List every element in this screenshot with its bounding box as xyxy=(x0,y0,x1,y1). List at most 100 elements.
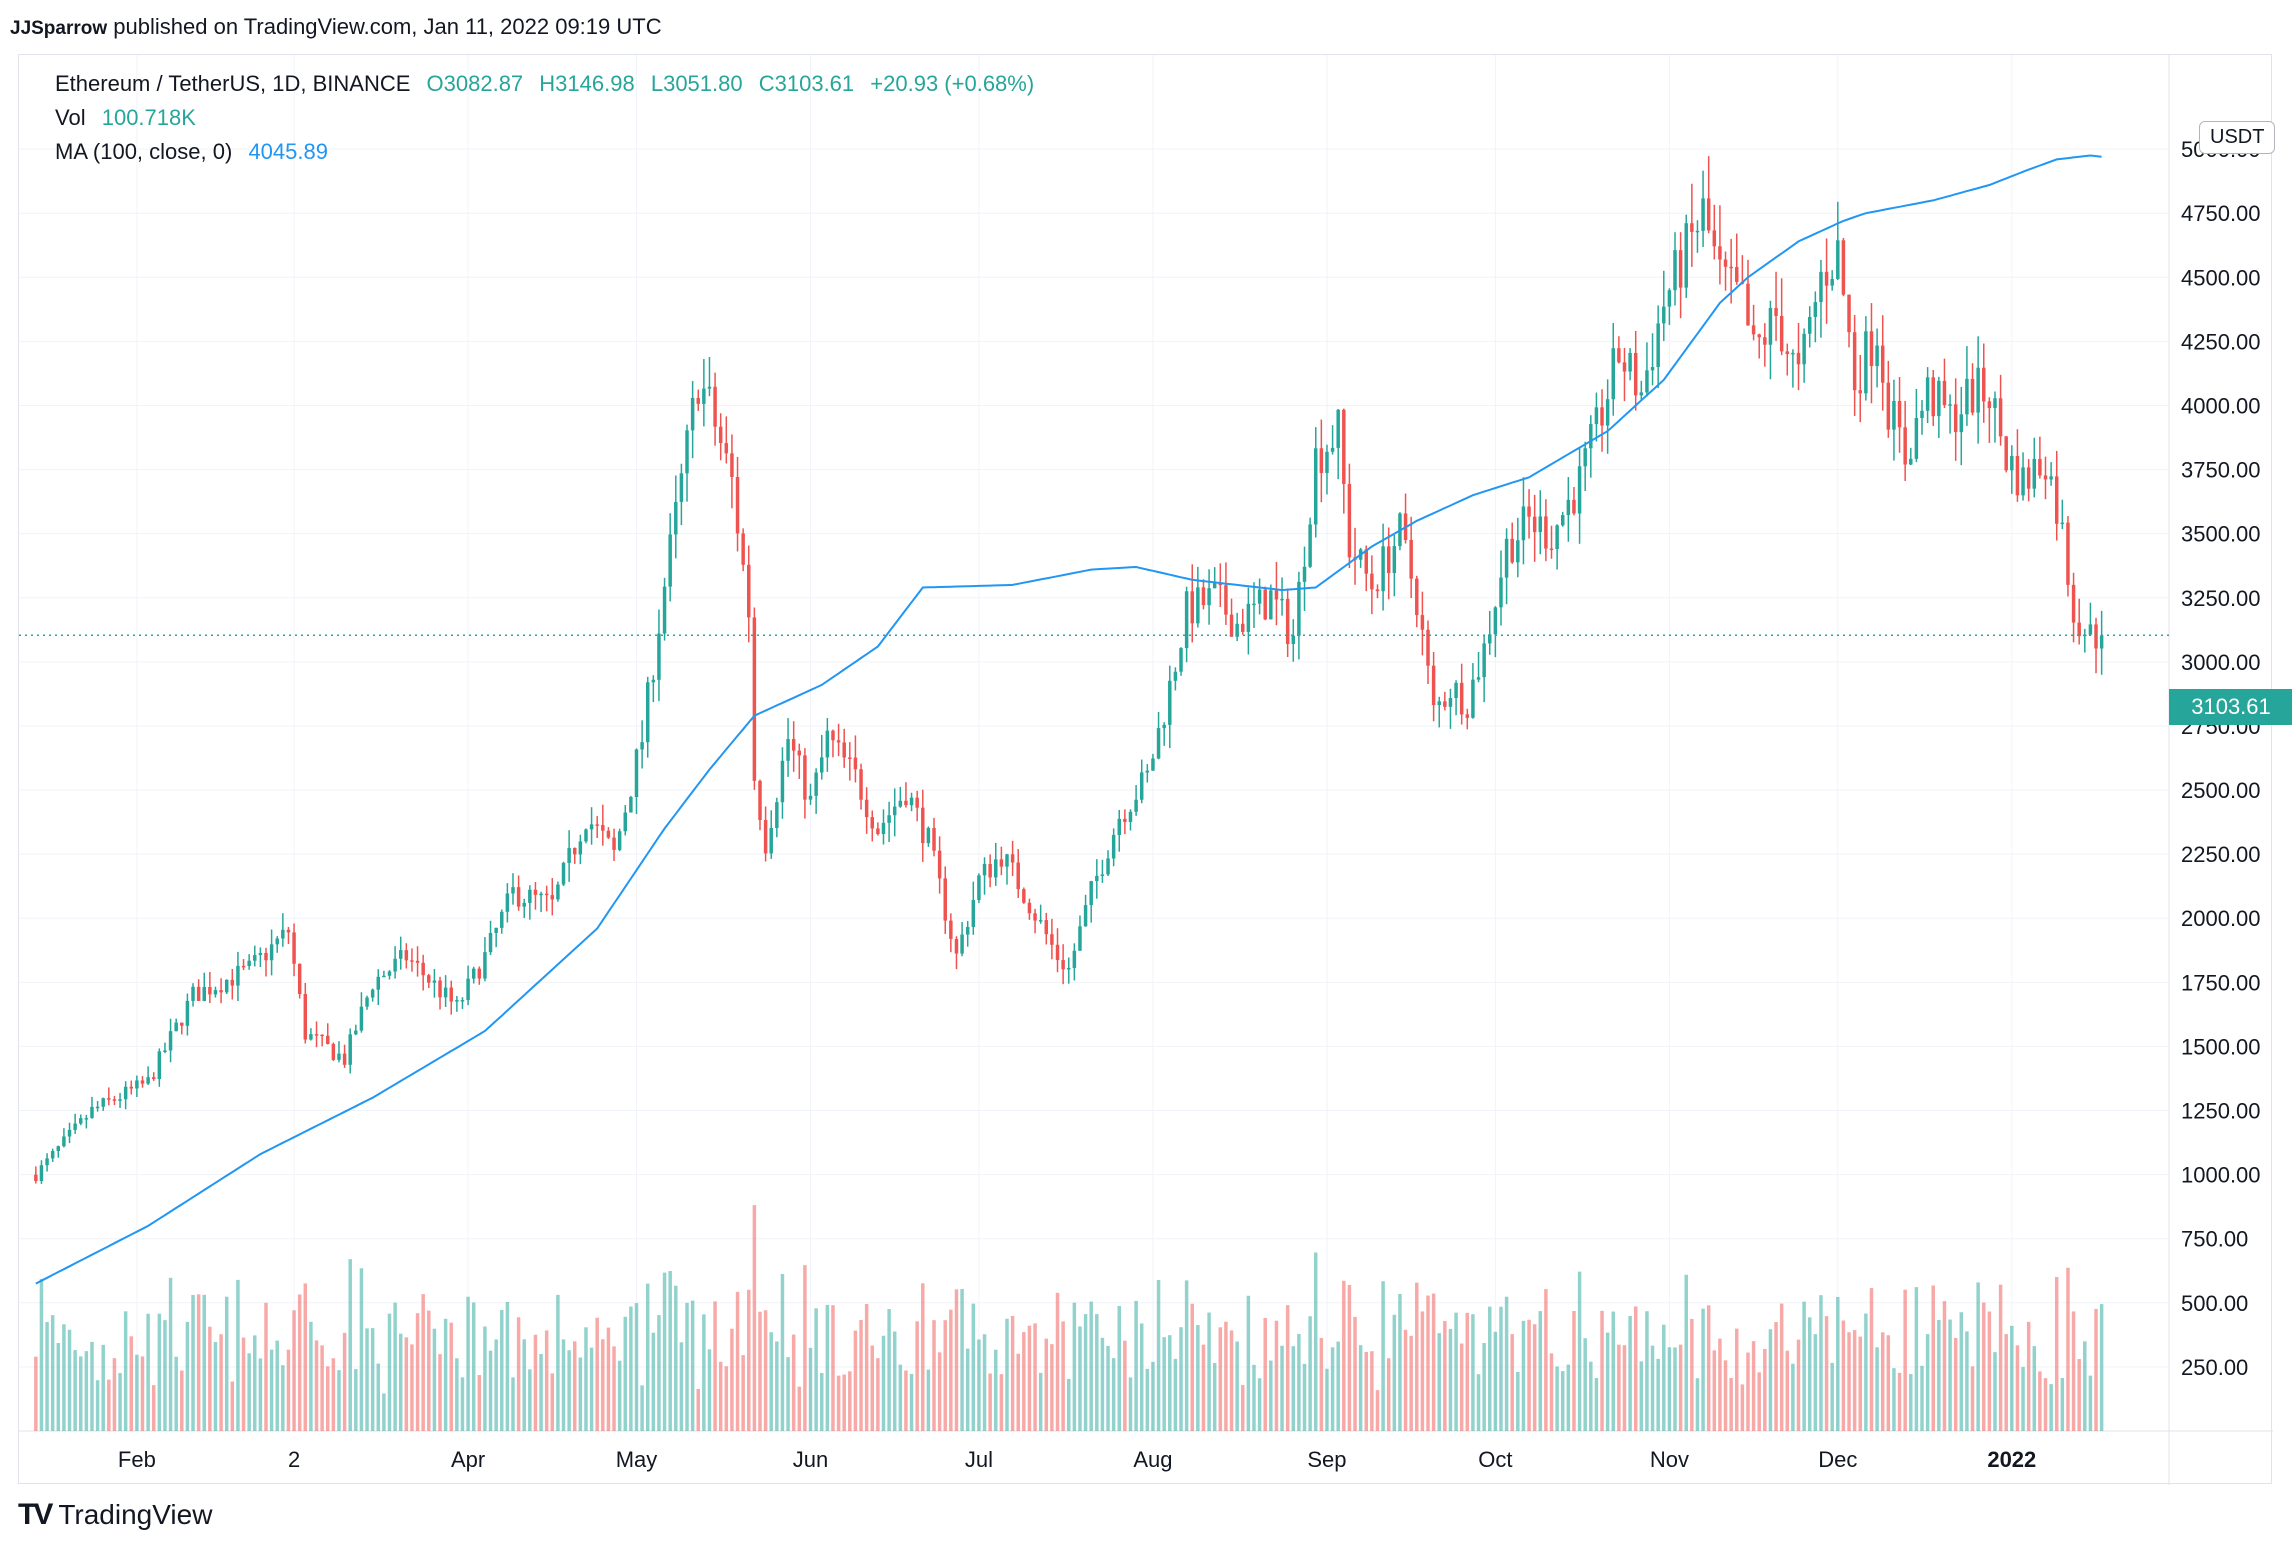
candle-body xyxy=(965,926,970,935)
candle-body xyxy=(1156,728,1161,759)
candle-body xyxy=(1993,398,1997,409)
candle-body xyxy=(617,831,622,850)
price-chart[interactable]: 250.00 500.00 750.00 1000.00 1250.00 1500.00 1… xyxy=(19,55,2273,1485)
candle-body xyxy=(455,1000,459,1002)
volume-bar xyxy=(118,1373,122,1431)
tradingview-logo[interactable]: TV TradingView xyxy=(18,1498,212,1532)
volume-bar xyxy=(140,1356,145,1431)
volume-bar xyxy=(123,1311,128,1431)
candle-body xyxy=(1903,427,1907,465)
volume-bar xyxy=(2026,1321,2031,1431)
volume-bar xyxy=(724,1366,729,1431)
candle-body xyxy=(50,1151,55,1159)
candle-body xyxy=(202,987,206,1001)
volume-bar xyxy=(2038,1371,2042,1431)
volume-bar xyxy=(1022,1332,1026,1431)
volume-legend: Vol 100.718K xyxy=(55,105,206,131)
candle-body xyxy=(1420,615,1425,630)
volume-bar xyxy=(864,1304,869,1431)
candle-body xyxy=(1864,331,1868,394)
candle-body xyxy=(1791,352,1795,355)
candle-body xyxy=(713,386,717,427)
volume-bar xyxy=(1308,1316,1312,1431)
volume-bar xyxy=(1392,1314,1397,1431)
volume-bar xyxy=(241,1337,246,1431)
volume-bar xyxy=(1684,1274,1688,1431)
volume-bar xyxy=(264,1302,268,1431)
volume-label[interactable]: Vol xyxy=(55,105,86,130)
volume-bar xyxy=(1594,1378,1599,1431)
volume-bar xyxy=(1656,1358,1660,1431)
volume-bar xyxy=(1807,1317,1812,1431)
volume-bar xyxy=(84,1351,89,1431)
volume-bar xyxy=(814,1308,818,1431)
volume-bar xyxy=(1493,1331,1498,1431)
candle-body xyxy=(2043,475,2048,480)
volume-bar xyxy=(1100,1337,1105,1431)
volume-bar xyxy=(2004,1334,2008,1431)
candle-body xyxy=(258,952,263,955)
volume-bar xyxy=(1499,1306,1503,1431)
x-tick-label: Aug xyxy=(1133,1447,1172,1472)
candle-body xyxy=(84,1118,89,1120)
volume-bar xyxy=(853,1330,858,1431)
candle-body xyxy=(769,828,773,854)
volume-bar xyxy=(685,1302,689,1431)
volume-bar xyxy=(382,1393,386,1431)
candle-body xyxy=(1650,367,1655,371)
volume-bar xyxy=(1824,1316,1829,1431)
volume-bar xyxy=(348,1259,352,1431)
legend-change: +20.93 (+0.68%) xyxy=(870,71,1035,96)
volume-bar xyxy=(831,1305,835,1431)
volume-bar xyxy=(971,1303,976,1431)
volume-bar xyxy=(50,1315,55,1431)
candle-body xyxy=(567,847,571,863)
legend-symbol[interactable]: Ethereum / TetherUS, 1D, BINANCE xyxy=(55,71,411,96)
volume-bar xyxy=(1246,1295,1251,1431)
volume-bar xyxy=(1583,1338,1587,1431)
volume-bar xyxy=(1504,1296,1509,1431)
candle-body xyxy=(763,820,768,854)
volume-bar xyxy=(286,1349,291,1431)
candle-body xyxy=(2071,584,2076,623)
volume-bar xyxy=(1858,1336,1862,1431)
volume-bar xyxy=(752,1205,757,1431)
y-tick-label: 1500.00 xyxy=(2181,1034,2261,1059)
volume-bar xyxy=(1089,1301,1093,1431)
volume-bar xyxy=(455,1358,459,1431)
volume-bar xyxy=(1712,1350,1717,1431)
candle-body xyxy=(118,1099,122,1101)
candle-body xyxy=(1476,677,1481,680)
volume-bar xyxy=(707,1349,712,1431)
volume-bar xyxy=(651,1332,656,1431)
ma-label[interactable]: MA (100, close, 0) xyxy=(55,139,233,164)
candle-body xyxy=(269,944,274,961)
volume-bar xyxy=(2071,1311,2076,1431)
candle-body xyxy=(1443,701,1447,707)
candle-body xyxy=(443,987,448,998)
volume-bar xyxy=(926,1369,931,1431)
volume-bar xyxy=(1196,1325,1200,1431)
publisher-username[interactable]: JJSparrow xyxy=(10,18,108,39)
candle-body xyxy=(825,730,830,758)
candle-body xyxy=(1841,240,1846,295)
volume-bar xyxy=(1370,1351,1374,1431)
candle-body xyxy=(1319,448,1324,474)
candle-body xyxy=(1330,447,1335,452)
volume-bar xyxy=(1235,1341,1239,1431)
tradingview-brand: TradingView xyxy=(58,1499,213,1530)
candle-body xyxy=(836,740,841,743)
volume-bar xyxy=(230,1381,235,1431)
volume-bar xyxy=(1476,1374,1481,1431)
volume-bar xyxy=(713,1301,717,1431)
volume-bar xyxy=(1145,1368,1150,1431)
volume-bar xyxy=(1690,1318,1694,1431)
candle-body xyxy=(140,1080,145,1084)
candle-body xyxy=(1117,818,1122,835)
currency-badge[interactable]: USDT xyxy=(2199,121,2276,154)
candle-body xyxy=(2010,455,2014,471)
candle-body xyxy=(1482,643,1486,678)
volume-bar xyxy=(224,1296,229,1431)
chart-frame[interactable]: 250.00 500.00 750.00 1000.00 1250.00 1500.00 1… xyxy=(18,54,2292,1485)
volume-bar xyxy=(1914,1287,1919,1431)
